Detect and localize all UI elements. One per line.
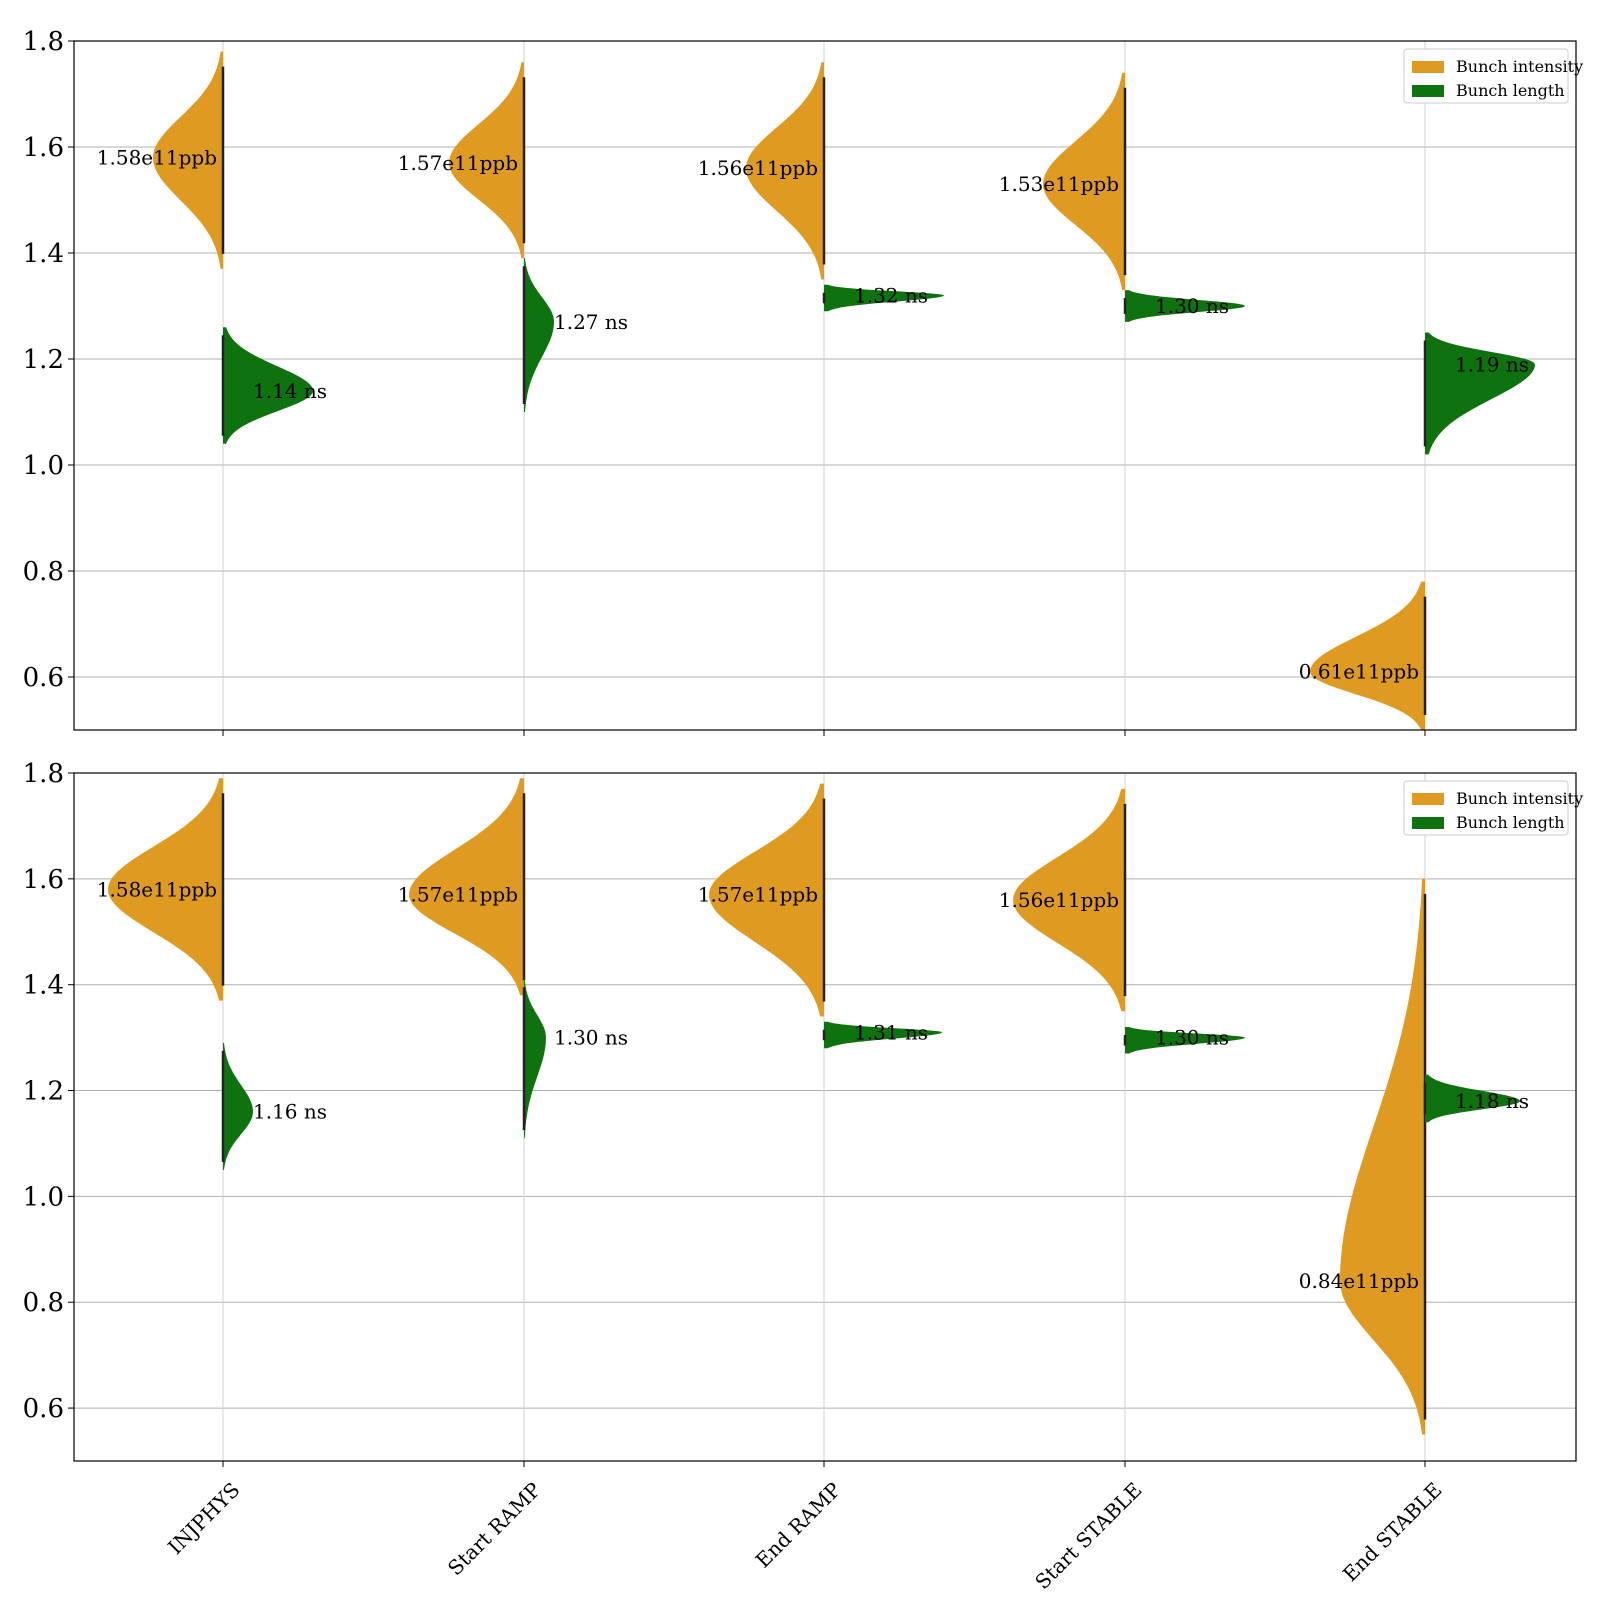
legend-label: Bunch length: [1456, 813, 1565, 832]
violin-length: [1125, 290, 1245, 322]
y-tick-label: 1.2: [23, 345, 64, 375]
violin-intensity: [1013, 788, 1125, 1012]
legend-swatch: [1412, 793, 1444, 805]
intensity-annotation: 1.56e11ppb: [999, 888, 1119, 912]
violin-intensity: [1310, 581, 1425, 730]
y-tick-label: 0.8: [23, 1288, 64, 1318]
violin-intensity: [153, 51, 223, 269]
legend-swatch: [1412, 817, 1444, 829]
intensity-annotation: 1.57e11ppb: [398, 883, 518, 907]
y-tick-label: 1.0: [23, 451, 64, 481]
y-tick-label: 1.6: [23, 133, 64, 163]
y-tick-label: 1.8: [23, 27, 64, 57]
intensity-annotation: 1.53e11ppb: [999, 172, 1119, 196]
x-tick-label: Start STABLE: [1030, 1478, 1146, 1594]
violin-intensity: [709, 783, 824, 1017]
violin-intensity: [746, 62, 824, 280]
length-annotation: 1.32 ns: [854, 283, 928, 307]
legend-box: [1403, 48, 1569, 104]
y-tick-label: 1.4: [23, 239, 64, 269]
legend-box: [1403, 780, 1569, 836]
legend: Bunch intensity Bunch length: [1403, 780, 1583, 836]
y-tick-label: 0.6: [23, 663, 64, 693]
length-annotation: 1.27 ns: [554, 310, 628, 334]
violin-intensity: [409, 778, 524, 996]
x-tick-label: End STABLE: [1338, 1478, 1447, 1587]
violin-intensity: [108, 778, 223, 1001]
intensity-annotation: 1.57e11ppb: [698, 883, 818, 907]
violin-length: [1425, 1074, 1520, 1123]
length-annotation: 1.30 ns: [1155, 1026, 1229, 1050]
length-annotation: 1.18 ns: [1455, 1089, 1529, 1113]
y-tick-label: 1.8: [23, 759, 64, 789]
length-annotation: 1.30 ns: [554, 1026, 628, 1050]
chart-panel-2: 0.6 0.8 1.0 1.2 1.4 1.6 1.8 1.58e11ppb 1.16 ns IN…: [23, 759, 1584, 1594]
chart-panel-1: 0.6 0.8 1.0 1.2 1.4 1.6 1.8 1.58e11ppb 1.14 ns 1.…: [23, 27, 1583, 736]
y-tick-label: 1.0: [23, 1182, 64, 1212]
y-tick-label: 0.8: [23, 557, 64, 587]
x-tick-label: End RAMP: [751, 1478, 846, 1573]
y-tick-label: 1.6: [23, 865, 64, 895]
violin-length: [1125, 1027, 1245, 1054]
x-tick-label: Start RAMP: [443, 1478, 546, 1581]
legend-label: Bunch intensity: [1456, 57, 1583, 76]
violin-intensity: [449, 62, 524, 259]
intensity-annotation: 0.61e11ppb: [1299, 660, 1419, 684]
length-annotation: 1.31 ns: [854, 1020, 928, 1044]
length-annotation: 1.30 ns: [1155, 294, 1229, 318]
axes-frame: [73, 40, 1577, 731]
violin-length: [223, 1042, 253, 1170]
y-tick-label: 0.6: [23, 1394, 64, 1424]
intensity-annotation: 0.84e11ppb: [1299, 1269, 1419, 1293]
legend-swatch: [1412, 85, 1444, 97]
violin-length: [223, 327, 313, 444]
violin-length: [524, 979, 546, 1139]
legend: Bunch intensity Bunch length: [1403, 48, 1583, 104]
x-tick-label: INJPHYS: [163, 1478, 244, 1559]
violin-length: [1425, 332, 1535, 455]
y-tick-label: 1.2: [23, 1077, 64, 1107]
intensity-annotation: 1.57e11ppb: [398, 151, 518, 175]
violin-length: [524, 258, 554, 412]
intensity-annotation: 1.58e11ppb: [97, 877, 217, 901]
legend-label: Bunch intensity: [1456, 789, 1583, 808]
violin-length: [824, 284, 944, 312]
legend-label: Bunch length: [1456, 81, 1565, 100]
length-annotation: 1.19 ns: [1455, 352, 1529, 376]
length-annotation: 1.16 ns: [253, 1100, 327, 1124]
violin-intensity: [1043, 72, 1125, 291]
legend-swatch: [1412, 61, 1444, 73]
intensity-annotation: 1.56e11ppb: [698, 156, 818, 180]
intensity-annotation: 1.58e11ppb: [97, 146, 217, 170]
violin-length: [824, 1021, 942, 1049]
axes-frame: [73, 772, 1577, 1462]
violin-intensity: [1340, 878, 1425, 1435]
y-tick-label: 1.4: [23, 971, 64, 1001]
length-annotation: 1.14 ns: [253, 379, 327, 403]
